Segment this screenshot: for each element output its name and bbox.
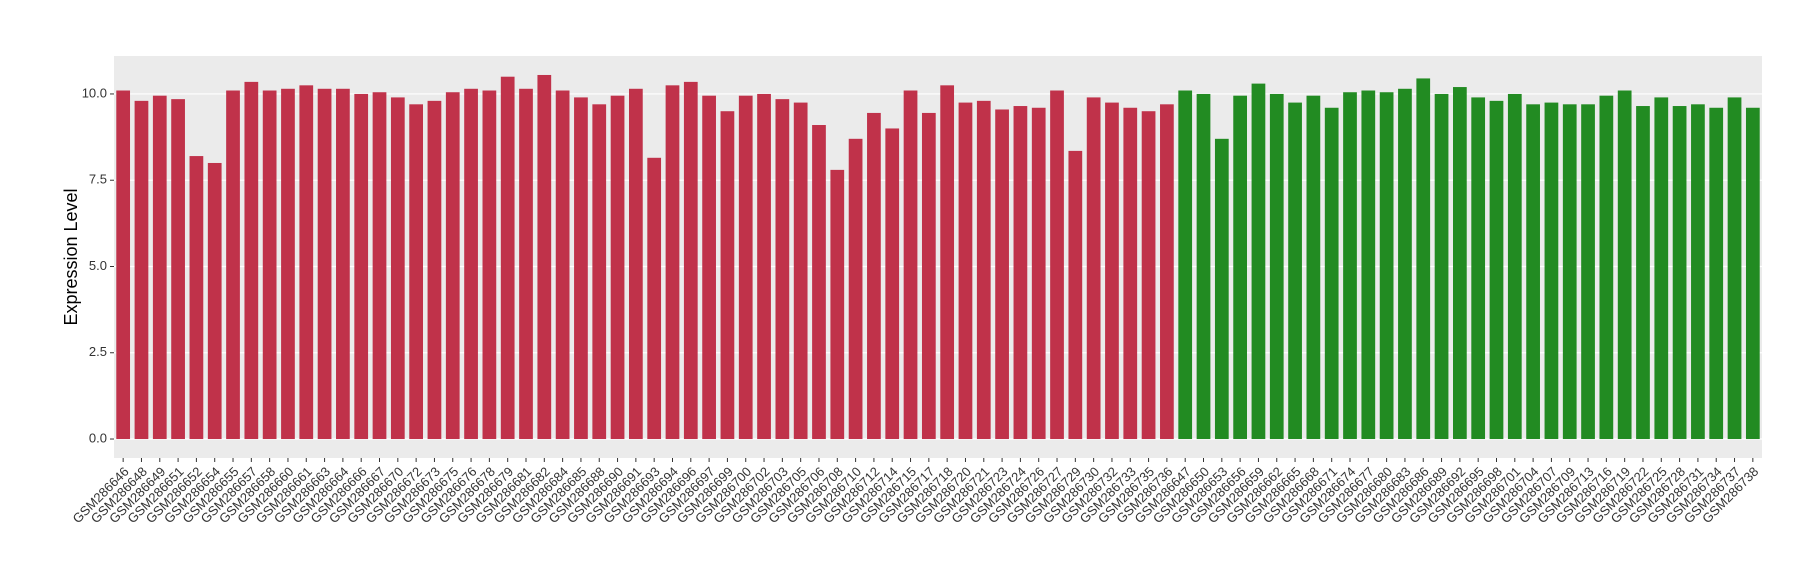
bar: [1105, 102, 1119, 440]
bar: [702, 95, 716, 440]
bar: [281, 88, 295, 440]
bar: [885, 128, 900, 440]
bar: [1379, 92, 1394, 440]
bar: [1251, 83, 1266, 440]
bar: [336, 88, 350, 440]
bar: [629, 88, 643, 440]
bar: [1654, 97, 1669, 440]
bar: [812, 125, 826, 440]
bar: [976, 100, 991, 440]
bar: [574, 97, 588, 440]
bar: [775, 99, 790, 440]
bar: [171, 99, 185, 440]
bar: [262, 90, 277, 440]
bar: [1141, 111, 1156, 440]
bar: [1214, 138, 1229, 440]
bar: [1745, 107, 1760, 440]
bar: [1086, 97, 1101, 440]
bar: [610, 95, 625, 440]
bar: [921, 112, 936, 440]
bar: [1398, 88, 1412, 440]
bar: [592, 104, 607, 440]
bar: [940, 85, 955, 440]
bar: [1031, 107, 1046, 440]
bar: [1160, 104, 1174, 440]
bar: [244, 81, 259, 440]
bar: [500, 76, 515, 440]
bar: [1178, 90, 1193, 440]
bar: [116, 90, 131, 440]
bar: [683, 81, 698, 440]
bar: [720, 111, 735, 440]
bar: [1526, 104, 1540, 440]
bar: [226, 90, 240, 440]
bar: [134, 100, 149, 440]
bar: [1691, 104, 1705, 440]
bar: [1507, 93, 1522, 440]
plot-panel: [114, 56, 1762, 458]
bar: [958, 102, 973, 440]
bar: [1434, 93, 1449, 440]
bar: [1233, 95, 1247, 440]
bar: [1013, 106, 1028, 440]
bar: [1068, 150, 1083, 440]
bar: [1288, 102, 1302, 440]
bar: [1343, 92, 1357, 440]
bar: [1324, 107, 1339, 440]
bar: [1361, 90, 1376, 440]
bar: [793, 102, 808, 440]
bar: [207, 162, 222, 440]
bar: [427, 100, 442, 440]
bar: [372, 92, 387, 440]
bar: [1306, 95, 1321, 440]
y-tick-label: 7.5: [89, 172, 107, 187]
bar: [1489, 100, 1504, 440]
y-axis-title: Expression Level: [61, 188, 81, 325]
bar: [1599, 95, 1614, 440]
bar: [299, 85, 314, 440]
bar: [647, 157, 662, 440]
bar: [995, 109, 1009, 440]
bar: [848, 138, 863, 440]
bar: [482, 90, 497, 440]
bar: [1562, 104, 1577, 440]
bar: [867, 112, 881, 440]
bar: [1672, 106, 1687, 440]
bar: [1416, 78, 1431, 440]
bar: [537, 74, 552, 440]
bar: [1617, 90, 1632, 440]
bar: [519, 88, 533, 440]
bar: [1581, 104, 1595, 440]
y-tick-label: 0.0: [89, 430, 107, 445]
y-tick-label: 10.0: [82, 85, 107, 100]
bar: [317, 88, 332, 440]
bar: [1471, 97, 1486, 440]
bar: [757, 93, 771, 440]
bar: [1636, 106, 1650, 440]
bar: [1453, 87, 1467, 440]
bar: [1544, 102, 1559, 440]
bar: [189, 156, 204, 440]
bar: [464, 88, 478, 440]
bar: [738, 95, 753, 440]
bar: [555, 90, 570, 440]
bar: [1196, 93, 1211, 440]
bar: [1123, 107, 1138, 440]
bar: [354, 93, 369, 440]
bar: [1709, 107, 1724, 440]
bar: [1050, 90, 1064, 440]
bar: [1269, 93, 1284, 440]
bar: [390, 97, 405, 440]
bar: [903, 90, 918, 440]
bar: [665, 85, 680, 440]
bar: [445, 92, 460, 440]
bar: [152, 95, 167, 440]
bar: [409, 104, 423, 440]
y-tick-label: 5.0: [89, 258, 107, 273]
y-tick-label: 2.5: [89, 344, 107, 359]
bar: [830, 169, 845, 440]
bar: [1727, 97, 1742, 440]
